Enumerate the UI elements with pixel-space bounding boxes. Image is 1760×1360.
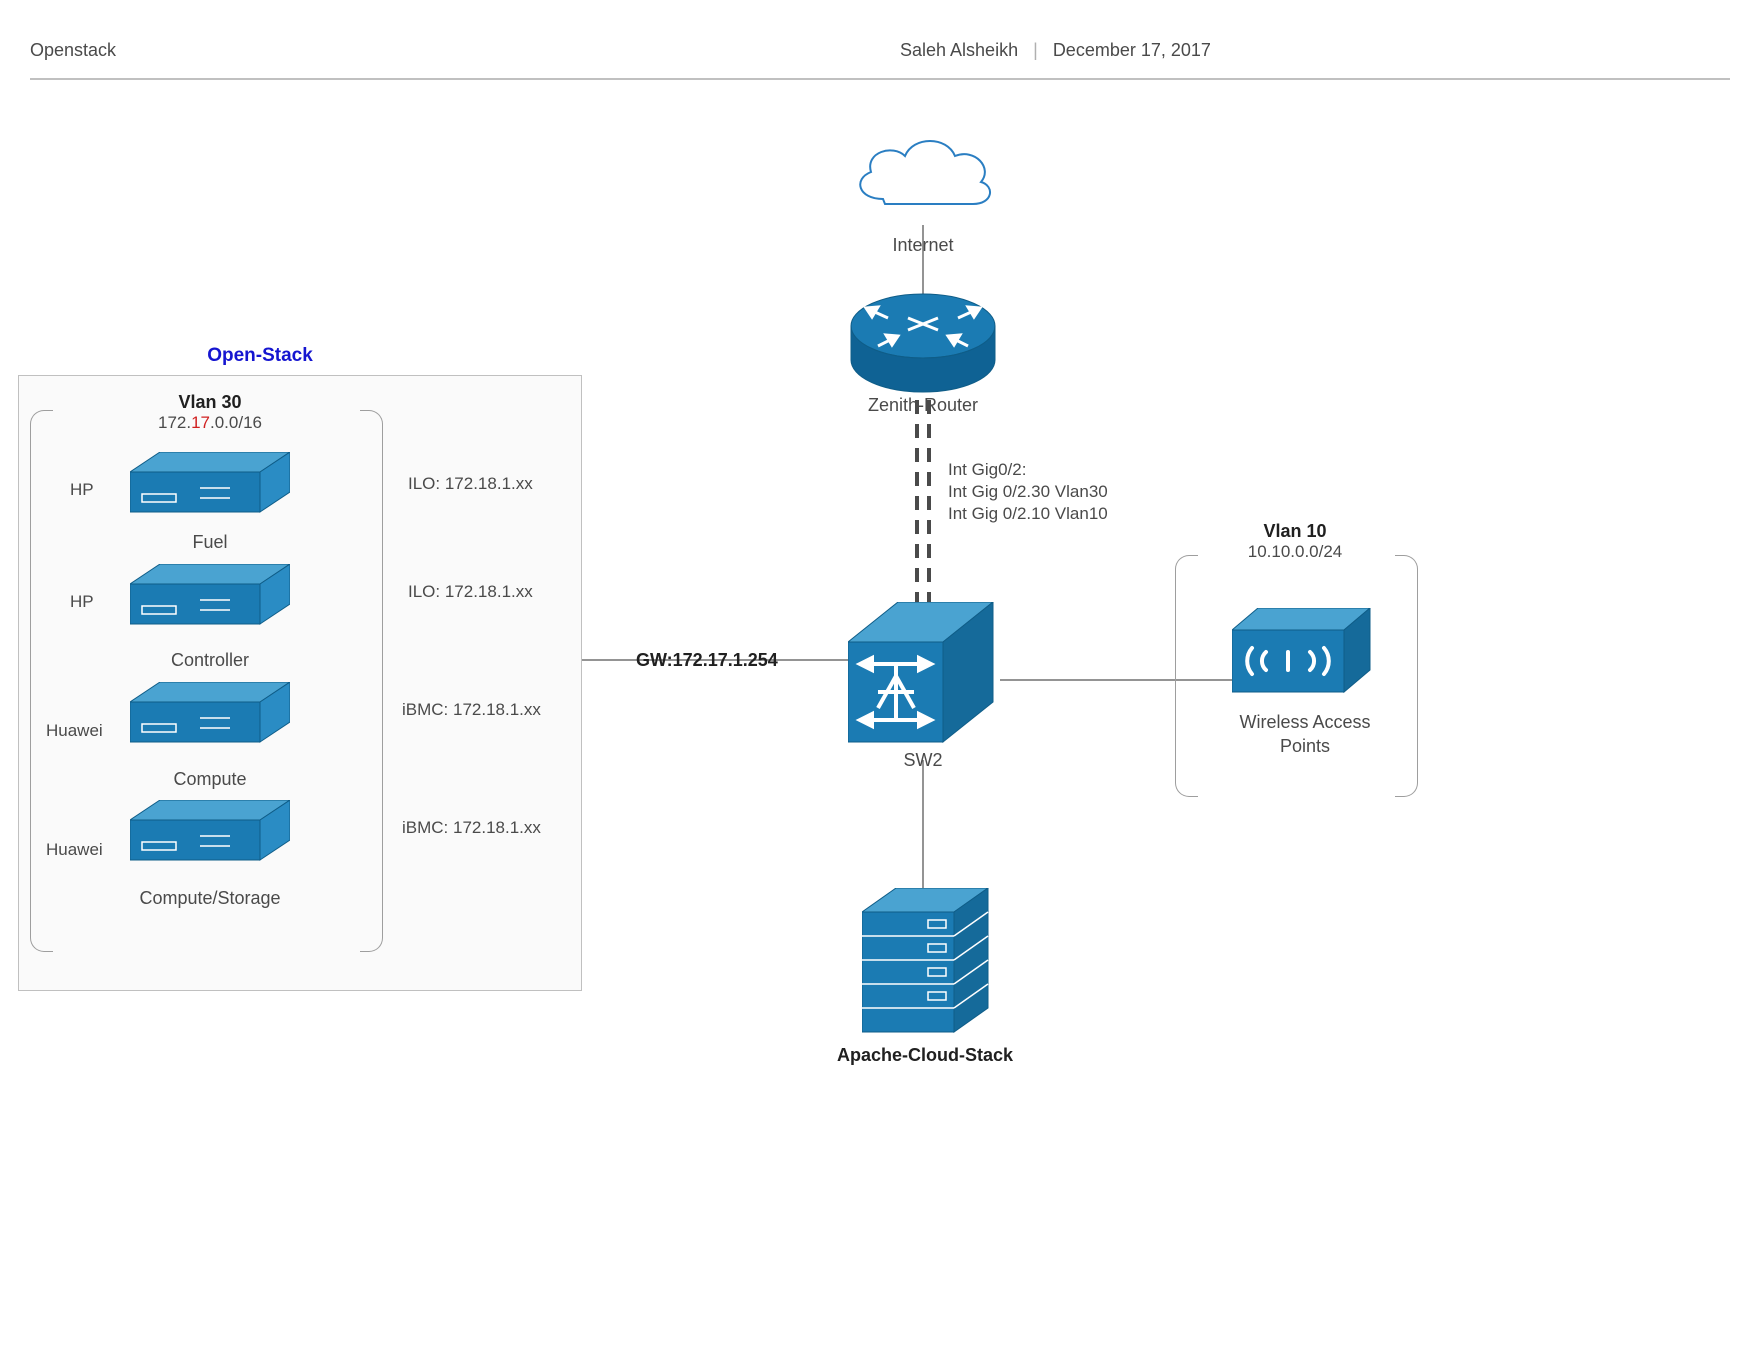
- interface-block: Int Gig0/2: Int Gig 0/2.30 Vlan30 Int Gi…: [948, 459, 1108, 525]
- wap-label-line2: Points: [1210, 734, 1400, 758]
- server-vendor: Huawei: [46, 840, 103, 860]
- server-stack-icon: [862, 888, 992, 1038]
- vlan30-subnet-prefix: 172.: [158, 413, 191, 432]
- server-icon: [130, 564, 290, 634]
- vlan10-title: Vlan 10: [1200, 521, 1390, 542]
- router-icon: [848, 290, 998, 400]
- switch-icon: [848, 602, 998, 752]
- wap-label: Wireless Access Points: [1210, 710, 1400, 759]
- wap-icon: [1232, 608, 1372, 708]
- server-name: Compute/Storage: [110, 888, 310, 909]
- page: Openstack Saleh Alsheikh | December 17, …: [0, 0, 1760, 1360]
- server-mgmt: ILO: 172.18.1.xx: [408, 582, 533, 602]
- vlan30-bracket-right: [360, 410, 383, 952]
- server-vendor: HP: [70, 592, 94, 612]
- server-vendor: Huawei: [46, 721, 103, 741]
- gateway-label: GW:172.17.1.254: [636, 650, 778, 671]
- openstack-title: Open-Stack: [150, 345, 370, 367]
- vlan30-subnet-highlight: 17: [191, 413, 210, 432]
- server-name: Controller: [130, 650, 290, 671]
- server-mgmt: ILO: 172.18.1.xx: [408, 474, 533, 494]
- sw2-label: SW2: [843, 750, 1003, 771]
- vlan10-bracket-left: [1175, 555, 1198, 797]
- interface-line: Int Gig 0/2.30 Vlan30: [948, 481, 1108, 503]
- apache-label: Apache-Cloud-Stack: [790, 1045, 1060, 1066]
- interface-line: Int Gig0/2:: [948, 459, 1108, 481]
- vlan30-bracket-left: [30, 410, 53, 952]
- vlan30-subnet-suffix: .0.0/16: [210, 413, 262, 432]
- vlan30-title: Vlan 30: [90, 392, 330, 413]
- internet-label: Internet: [843, 235, 1003, 256]
- interface-line: Int Gig 0/2.10 Vlan10: [948, 503, 1108, 525]
- vlan10-header: Vlan 10 10.10.0.0/24: [1200, 521, 1390, 562]
- server-vendor: HP: [70, 480, 94, 500]
- server-icon: [130, 452, 290, 522]
- server-mgmt: iBMC: 172.18.1.xx: [402, 700, 541, 720]
- server-name: Fuel: [130, 532, 290, 553]
- vlan30-header: Vlan 30 172.17.0.0/16: [90, 392, 330, 433]
- server-icon: [130, 800, 290, 870]
- vlan10-subnet: 10.10.0.0/24: [1200, 542, 1390, 562]
- server-mgmt: iBMC: 172.18.1.xx: [402, 818, 541, 838]
- wap-label-line1: Wireless Access: [1210, 710, 1400, 734]
- router-label: Zenith-Router: [843, 395, 1003, 416]
- server-icon: [130, 682, 290, 752]
- cloud-icon: [843, 124, 1003, 224]
- vlan10-bracket-right: [1395, 555, 1418, 797]
- server-name: Compute: [130, 769, 290, 790]
